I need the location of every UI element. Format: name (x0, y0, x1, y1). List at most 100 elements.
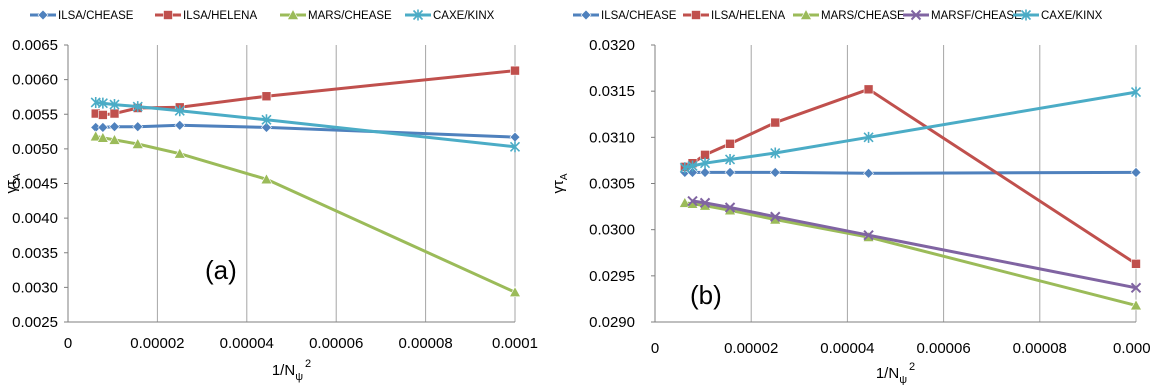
data-point (89, 130, 102, 142)
legend-label: CAXE/KINX (433, 10, 495, 22)
series-ilsa-helena (680, 84, 1141, 269)
legend-marker (37, 9, 49, 21)
x-tick-label: 0.00002 (130, 335, 184, 352)
data-point (1129, 299, 1143, 311)
series-line (684, 170, 1137, 175)
x-tick-label: 0.00004 (820, 340, 874, 357)
series-line (684, 90, 1137, 170)
x-tick-label: 0.0001 (492, 335, 538, 352)
legend-label: ILSA/CHEASE (58, 10, 134, 22)
legend-item: ILSA/CHEASE (30, 9, 134, 22)
x-tick-label: 0.00008 (1013, 340, 1067, 357)
data-point (724, 166, 736, 178)
data-point (1130, 166, 1142, 178)
data-point (679, 162, 690, 174)
legend-marker (799, 8, 813, 20)
data-point (863, 84, 874, 95)
legend-label: ILSA/HELENA (183, 10, 257, 22)
legend-marker (286, 8, 300, 20)
legend-label: ILSA/CHEASE (601, 10, 677, 22)
data-point (1131, 259, 1141, 269)
panel-label: (a) (205, 255, 237, 285)
data-point (687, 160, 698, 172)
data-point (770, 117, 781, 128)
legend-label: CAXE/KINX (1041, 10, 1103, 22)
data-point (1130, 86, 1142, 98)
data-point (108, 133, 121, 145)
data-point (863, 229, 874, 241)
data-point (109, 108, 120, 119)
y-axis-label: γτA (3, 173, 23, 193)
y-axis-label: γτA (550, 173, 570, 193)
x-tick-label: 0.00006 (916, 340, 970, 357)
y-tick-label: 0.0050 (12, 141, 58, 158)
data-point (98, 110, 108, 120)
series-caxe-kinx (90, 96, 521, 153)
y-tick-label: 0.0065 (12, 37, 58, 54)
y-tick-label: 0.0300 (589, 222, 635, 239)
legend-item: ILSA/HELENA (683, 10, 785, 22)
x-tick-label: 0 (651, 340, 659, 357)
y-tick-label: 0.0305 (589, 176, 635, 193)
series-mars-chease (89, 130, 522, 298)
series-line (692, 199, 1137, 290)
series-ilsa-chease (679, 166, 1142, 179)
data-point (508, 286, 522, 298)
chart-a: 0 0.00002 0.00004 0.00006 0.00008 0.0001 0.002… (3, 8, 538, 383)
legend-item: CAXE/KINX (405, 9, 495, 22)
series-ilsa-helena (90, 65, 520, 120)
series-line (684, 87, 1137, 266)
data-point (96, 131, 109, 143)
data-point (863, 167, 874, 179)
legend-label: MARS/CHEASE (308, 10, 392, 22)
data-point (699, 166, 711, 178)
data-point (724, 202, 736, 213)
panel-label: (b) (690, 280, 722, 310)
x-tick-label: 0.00008 (398, 335, 452, 352)
data-point (725, 138, 735, 149)
y-tick-label: 0.0060 (12, 72, 58, 89)
legend-item: MARSF/CHEASE (903, 9, 1022, 22)
legend-marker (580, 9, 592, 21)
data-point (97, 121, 109, 133)
legend-marker (910, 9, 922, 21)
legend-item: CAXE/KINX (1013, 9, 1103, 22)
data-point (109, 99, 120, 111)
legend-item: MARS/CHEASE (280, 8, 392, 22)
legend-item: MARS/CHEASE (793, 8, 905, 22)
data-point (769, 166, 781, 178)
data-point (261, 121, 272, 133)
series-marsf-chease (687, 195, 1142, 294)
y-tick-label: 0.0025 (12, 314, 58, 331)
legend-label: MARS/CHEASE (821, 10, 905, 22)
legend-marker (691, 10, 701, 20)
data-point (260, 173, 273, 185)
x-tick-label: 0.0001 (1113, 340, 1150, 357)
data-point (687, 195, 698, 207)
y-tick-label: 0.0315 (589, 83, 635, 100)
y-tick-label: 0.0310 (589, 129, 635, 146)
y-tick-label: 0.0290 (589, 314, 635, 331)
series-line (95, 134, 516, 294)
y-tick-label: 0.0040 (12, 210, 58, 227)
y-tick-label: 0.0055 (12, 106, 58, 123)
legend-label: MARSF/CHEASE (931, 10, 1022, 22)
data-point (132, 101, 143, 113)
y-tick-label: 0.0295 (589, 268, 635, 285)
data-point (724, 153, 736, 165)
data-point (132, 121, 144, 133)
data-point (510, 65, 520, 76)
x-axis-label: 1/Nψ2 (876, 361, 915, 385)
legend-item: ILSA/CHEASE (573, 9, 677, 22)
legend-item: ILSA/HELENA (155, 10, 257, 22)
x-tick-label: 0 (64, 335, 72, 352)
x-tick-label: 0.00002 (724, 340, 778, 357)
x-tick-label: 0.00004 (220, 335, 274, 352)
data-point (97, 97, 108, 109)
legend-label: ILSA/HELENA (711, 10, 785, 22)
y-tick-label: 0.0035 (12, 245, 58, 262)
data-point (509, 131, 521, 143)
x-tick-label: 0.00006 (309, 335, 363, 352)
data-point (770, 211, 781, 222)
